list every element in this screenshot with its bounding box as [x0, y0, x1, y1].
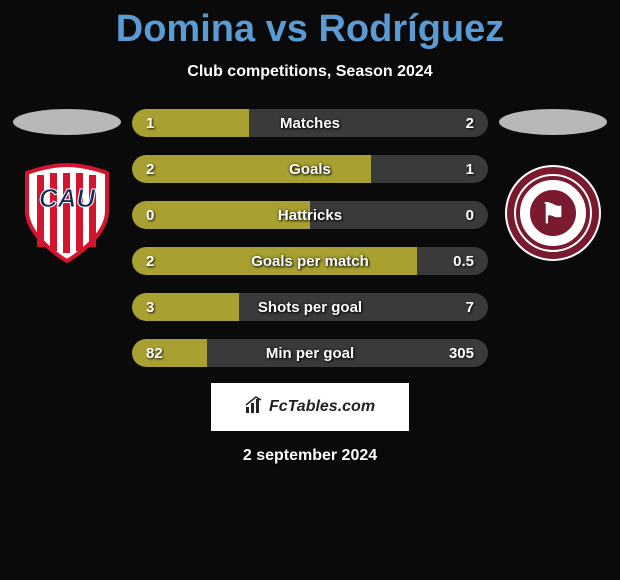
subtitle: Club competitions, Season 2024	[0, 63, 620, 81]
stat-label: Goals	[132, 155, 488, 183]
stat-value-left: 2	[146, 155, 154, 183]
stat-value-right: 305	[449, 339, 474, 367]
left-team-badge: CAU	[17, 163, 117, 263]
stat-value-right: 1	[466, 155, 474, 183]
watermark-text: FcTables.com	[269, 398, 375, 416]
stat-value-left: 1	[146, 109, 154, 137]
stat-value-left: 2	[146, 247, 154, 275]
stat-value-right: 0	[466, 201, 474, 229]
stat-bar: Hattricks0 0	[132, 201, 488, 229]
page-title: Domina vs Rodríguez	[0, 0, 620, 51]
chart-icon	[245, 396, 263, 419]
stat-label: Goals per match	[132, 247, 488, 275]
stat-value-left: 3	[146, 293, 154, 321]
stat-label: Matches	[132, 109, 488, 137]
svg-text:CAU: CAU	[39, 183, 97, 213]
watermark: FcTables.com	[211, 383, 409, 431]
stat-label: Shots per goal	[132, 293, 488, 321]
stat-value-right: 7	[466, 293, 474, 321]
shadow-ellipse-left	[13, 109, 121, 135]
stats-bars: Matches12Goals21Hattricks00Goals per mat…	[132, 109, 488, 367]
stat-value-right: 0.5	[453, 247, 474, 275]
svg-text:⚑: ⚑	[540, 198, 565, 229]
shadow-ellipse-right	[499, 109, 607, 135]
date: 2 september 2024	[0, 447, 620, 465]
right-team-col: ⚑	[494, 109, 612, 263]
comparison-row: CAU Matches12Goals21Hattricks00Goals per…	[0, 109, 620, 367]
stat-label: Min per goal	[132, 339, 488, 367]
stat-label: Hattricks	[132, 201, 488, 229]
stat-bar: Shots per goal3 7	[132, 293, 488, 321]
stat-value-right: 2	[466, 109, 474, 137]
stat-bar: Min per goal82 305	[132, 339, 488, 367]
stat-bar: Goals2 1	[132, 155, 488, 183]
stat-value-left: 0	[146, 201, 154, 229]
stat-bar: Matches1 2	[132, 109, 488, 137]
left-team-col: CAU	[8, 109, 126, 263]
stat-bar: Goals per match2 0.5	[132, 247, 488, 275]
right-team-badge: ⚑	[503, 163, 603, 263]
stat-value-left: 82	[146, 339, 163, 367]
